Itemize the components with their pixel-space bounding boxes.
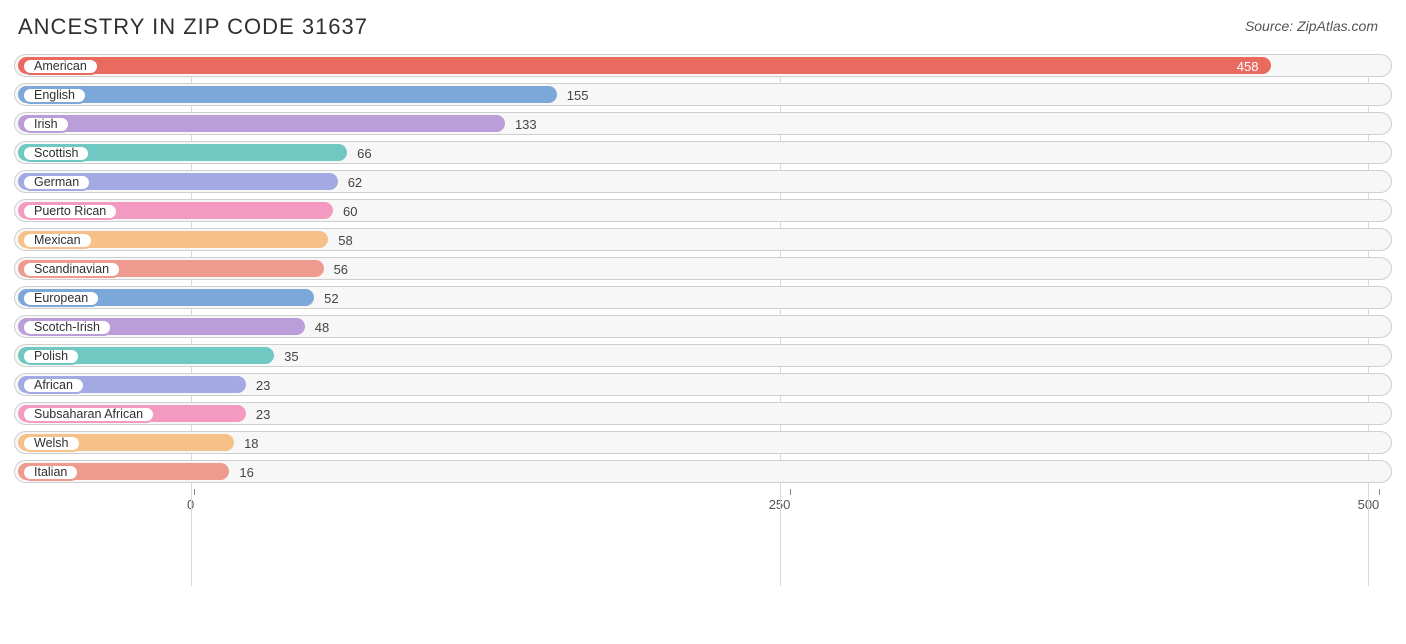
bar-track: Scottish 66 bbox=[14, 141, 1392, 164]
x-tick: 250 bbox=[780, 489, 802, 512]
bar-row: Scottish 66 bbox=[14, 141, 1392, 164]
bar-row: Irish 133 bbox=[14, 112, 1392, 135]
bar-category-pill: Welsh bbox=[22, 435, 81, 452]
tick-mark bbox=[790, 489, 791, 495]
bar-row: German 62 bbox=[14, 170, 1392, 193]
bar-track: Subsaharan African 23 bbox=[14, 402, 1392, 425]
bar-track: Puerto Rican 60 bbox=[14, 199, 1392, 222]
x-tick: 0 bbox=[191, 489, 198, 512]
bar-track: German 62 bbox=[14, 170, 1392, 193]
tick-mark bbox=[1379, 489, 1380, 495]
bar-row: Mexican 58 bbox=[14, 228, 1392, 251]
bar-value-label: 58 bbox=[328, 229, 352, 252]
bar-row: Italian 16 bbox=[14, 460, 1392, 483]
bar-row: English 155 bbox=[14, 83, 1392, 106]
bar-row: Subsaharan African 23 bbox=[14, 402, 1392, 425]
bar-category-pill: Puerto Rican bbox=[22, 203, 118, 220]
bar-category-pill: Polish bbox=[22, 348, 80, 365]
bar-value-label: 23 bbox=[246, 374, 270, 397]
bar-value-label: 66 bbox=[347, 142, 371, 165]
bar-category-pill: Scottish bbox=[22, 145, 90, 162]
bar-value-label: 52 bbox=[314, 287, 338, 310]
bar-track: Italian 16 bbox=[14, 460, 1392, 483]
bar-track: European 52 bbox=[14, 286, 1392, 309]
bar-track: Scotch-Irish 48 bbox=[14, 315, 1392, 338]
bar-category-pill: European bbox=[22, 290, 100, 307]
chart-source: Source: ZipAtlas.com bbox=[1245, 14, 1386, 34]
bar-row: Polish 35 bbox=[14, 344, 1392, 367]
bar-category-pill: Italian bbox=[22, 464, 79, 481]
bar-track: African 23 bbox=[14, 373, 1392, 396]
bar-value-label: 62 bbox=[338, 171, 362, 194]
bar-track: Scandinavian 56 bbox=[14, 257, 1392, 280]
bar-fill bbox=[18, 86, 557, 103]
bar-category-pill: Subsaharan African bbox=[22, 406, 155, 423]
chart-area: American458 English 155 Irish 133 Scottish 66 G… bbox=[14, 54, 1392, 614]
bar-category-pill: English bbox=[22, 87, 87, 104]
bar-track: Welsh 18 bbox=[14, 431, 1392, 454]
bar-value-label: 18 bbox=[234, 432, 258, 455]
bar-value-label: 23 bbox=[246, 403, 270, 426]
bar-row: Scotch-Irish 48 bbox=[14, 315, 1392, 338]
bar-value-label: 133 bbox=[505, 113, 537, 136]
x-axis: 0 250 500 bbox=[14, 489, 1392, 517]
bar-category-pill: African bbox=[22, 377, 85, 394]
bar-track: American458 bbox=[14, 54, 1392, 77]
bar-category-pill: Mexican bbox=[22, 232, 93, 249]
bar-category-pill: Scandinavian bbox=[22, 261, 121, 278]
bar-value-label: 48 bbox=[305, 316, 329, 339]
x-tick: 500 bbox=[1368, 489, 1390, 512]
bar-fill bbox=[18, 115, 505, 132]
bar-track: English 155 bbox=[14, 83, 1392, 106]
bar-row: European 52 bbox=[14, 286, 1392, 309]
bar-category-pill: German bbox=[22, 174, 91, 191]
bar-value-label: 35 bbox=[274, 345, 298, 368]
bar-track: Mexican 58 bbox=[14, 228, 1392, 251]
bar-track: Polish 35 bbox=[14, 344, 1392, 367]
bar-row: African 23 bbox=[14, 373, 1392, 396]
chart-title: ANCESTRY IN ZIP CODE 31637 bbox=[18, 14, 368, 40]
bar-category-pill: Scotch-Irish bbox=[22, 319, 112, 336]
bar-value-label: 155 bbox=[557, 84, 589, 107]
chart-header: ANCESTRY IN ZIP CODE 31637 Source: ZipAt… bbox=[0, 0, 1406, 46]
bar-row: Puerto Rican 60 bbox=[14, 199, 1392, 222]
bar-row: Scandinavian 56 bbox=[14, 257, 1392, 280]
bar-category-pill: Irish bbox=[22, 116, 70, 133]
bar-value-label: 56 bbox=[324, 258, 348, 281]
tick-mark bbox=[194, 489, 195, 495]
bar-row: Welsh 18 bbox=[14, 431, 1392, 454]
bar-value-label: 458 bbox=[18, 55, 1271, 78]
bar-track: Irish 133 bbox=[14, 112, 1392, 135]
bar-value-label: 16 bbox=[229, 461, 253, 484]
bar-rows: American458 English 155 Irish 133 Scottish 66 G… bbox=[14, 54, 1392, 483]
bar-row: American458 bbox=[14, 54, 1392, 77]
bar-value-label: 60 bbox=[333, 200, 357, 223]
